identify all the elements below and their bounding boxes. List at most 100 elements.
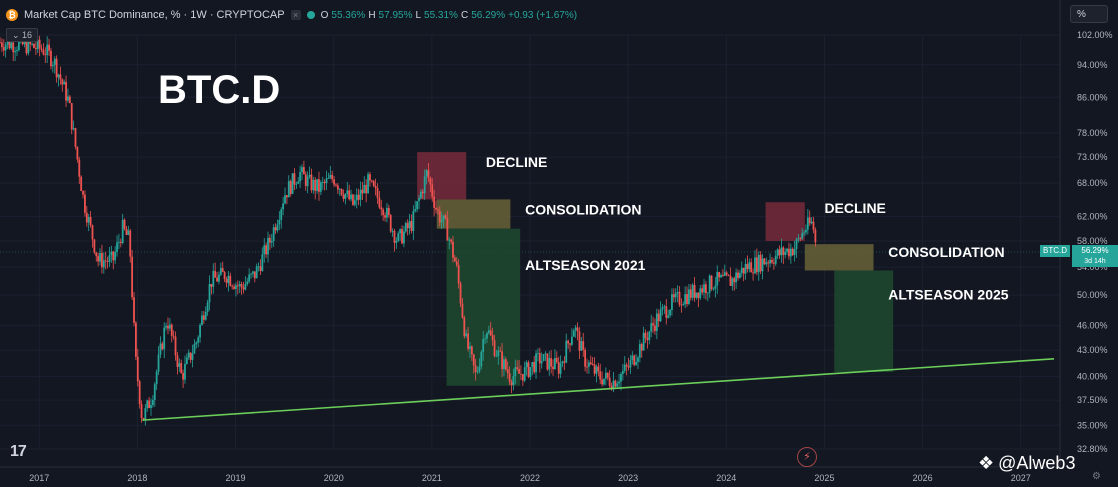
candle-body <box>733 278 736 283</box>
candle-body <box>721 275 724 276</box>
candle-body <box>440 220 443 223</box>
candle-body <box>595 366 598 374</box>
tradingview-logo[interactable]: 17 <box>10 443 27 460</box>
candle-body <box>25 40 28 54</box>
candle-body <box>46 44 49 56</box>
candle-body <box>36 39 39 50</box>
candle-body <box>744 264 747 274</box>
candle-body <box>527 362 530 377</box>
candle-body <box>427 170 430 179</box>
candle-body <box>136 356 139 382</box>
candle-body <box>161 343 164 350</box>
candle-body <box>89 216 92 226</box>
candle-body <box>631 355 634 360</box>
candle-body <box>467 333 469 349</box>
consolidation-box <box>804 244 874 271</box>
candle-body <box>801 233 804 239</box>
candle-body <box>382 209 385 216</box>
candle-body <box>0 42 1 44</box>
candle-body <box>506 369 509 374</box>
scale-mode-button[interactable]: % <box>1070 5 1108 23</box>
candle-body <box>625 364 628 367</box>
candle-body <box>255 266 258 279</box>
candle-body <box>691 284 694 298</box>
candle-body <box>242 287 245 290</box>
y-tick-label: 94.00% <box>1077 60 1108 70</box>
candle-body <box>118 241 120 243</box>
candle-body <box>705 284 707 294</box>
candle-body <box>104 260 107 262</box>
y-tick-label: 102.00% <box>1077 30 1113 40</box>
candle-body <box>40 48 43 50</box>
candle-body <box>195 342 198 345</box>
lightning-icon[interactable]: ⚡ <box>797 447 817 467</box>
candle-body <box>805 229 807 233</box>
ohlc-values: O 55.36% H 57.95% L 55.31% C 56.29% +0.93 (+… <box>320 9 578 21</box>
candle-body <box>134 322 137 357</box>
candle-body <box>133 297 135 323</box>
candle-body <box>335 184 337 186</box>
candle-body <box>57 74 60 78</box>
gear-icon[interactable]: ⚙ <box>1092 471 1101 482</box>
close-icon[interactable]: × <box>290 10 301 20</box>
candle-body <box>572 330 575 337</box>
candle-body <box>272 227 275 242</box>
x-tick-label: 2020 <box>324 473 344 483</box>
candle-body <box>448 239 451 241</box>
y-tick-label: 37.50% <box>1077 395 1108 405</box>
candle-body <box>420 191 422 198</box>
candle-body <box>380 207 383 210</box>
indicator-collapse-button[interactable]: ⌄ 16 <box>6 28 39 42</box>
candle-body <box>599 371 602 380</box>
candle-body <box>406 223 409 229</box>
candle-body <box>597 366 600 372</box>
candle-body <box>640 344 643 351</box>
candle-body <box>293 173 296 185</box>
x-tick-label: 2026 <box>913 473 933 483</box>
diamond-icon: ❖ <box>978 453 995 473</box>
candle-body <box>44 54 47 56</box>
candle-body <box>372 181 375 187</box>
candle-body <box>501 351 503 370</box>
symbol-title[interactable]: Market Cap BTC Dominance, % · 1W · CRYPT… <box>24 9 285 21</box>
candle-body <box>655 313 658 331</box>
candle-body <box>582 341 585 350</box>
candle-body <box>414 209 417 211</box>
candle-body <box>157 354 160 372</box>
candle-body <box>574 327 577 331</box>
candle-body <box>606 372 609 378</box>
candle-body <box>618 381 620 384</box>
candle-body <box>344 193 347 199</box>
candle-body <box>557 361 560 374</box>
candle-body <box>676 292 679 294</box>
candle-body <box>393 230 396 243</box>
candle-body <box>425 170 428 177</box>
candle-body <box>731 278 734 286</box>
candle-body <box>85 212 88 223</box>
candle-body <box>780 247 783 256</box>
candle-body <box>350 194 352 200</box>
candle-body <box>233 286 235 289</box>
candle-body <box>197 337 200 343</box>
candle-body <box>116 242 118 253</box>
candle-body <box>612 380 615 390</box>
candle-body <box>614 380 617 387</box>
candle-body <box>257 266 260 268</box>
candle-body <box>150 405 152 409</box>
candle-body <box>338 189 341 190</box>
candle-body <box>727 274 730 276</box>
candle-body <box>165 325 167 328</box>
candle-body <box>65 81 67 101</box>
candle-body <box>401 229 403 244</box>
candle-body <box>53 58 56 65</box>
candle-body <box>101 253 103 268</box>
candle-body <box>12 42 15 53</box>
candle-body <box>270 241 273 243</box>
ticker-label: BTC.D <box>1040 245 1070 257</box>
candle-body <box>72 128 75 130</box>
x-tick-label: 2018 <box>127 473 147 483</box>
consolidation-label: CONSOLIDATION <box>525 201 641 217</box>
bitcoin-icon: ₿ <box>6 9 18 21</box>
x-tick-label: 2027 <box>1011 473 1031 483</box>
